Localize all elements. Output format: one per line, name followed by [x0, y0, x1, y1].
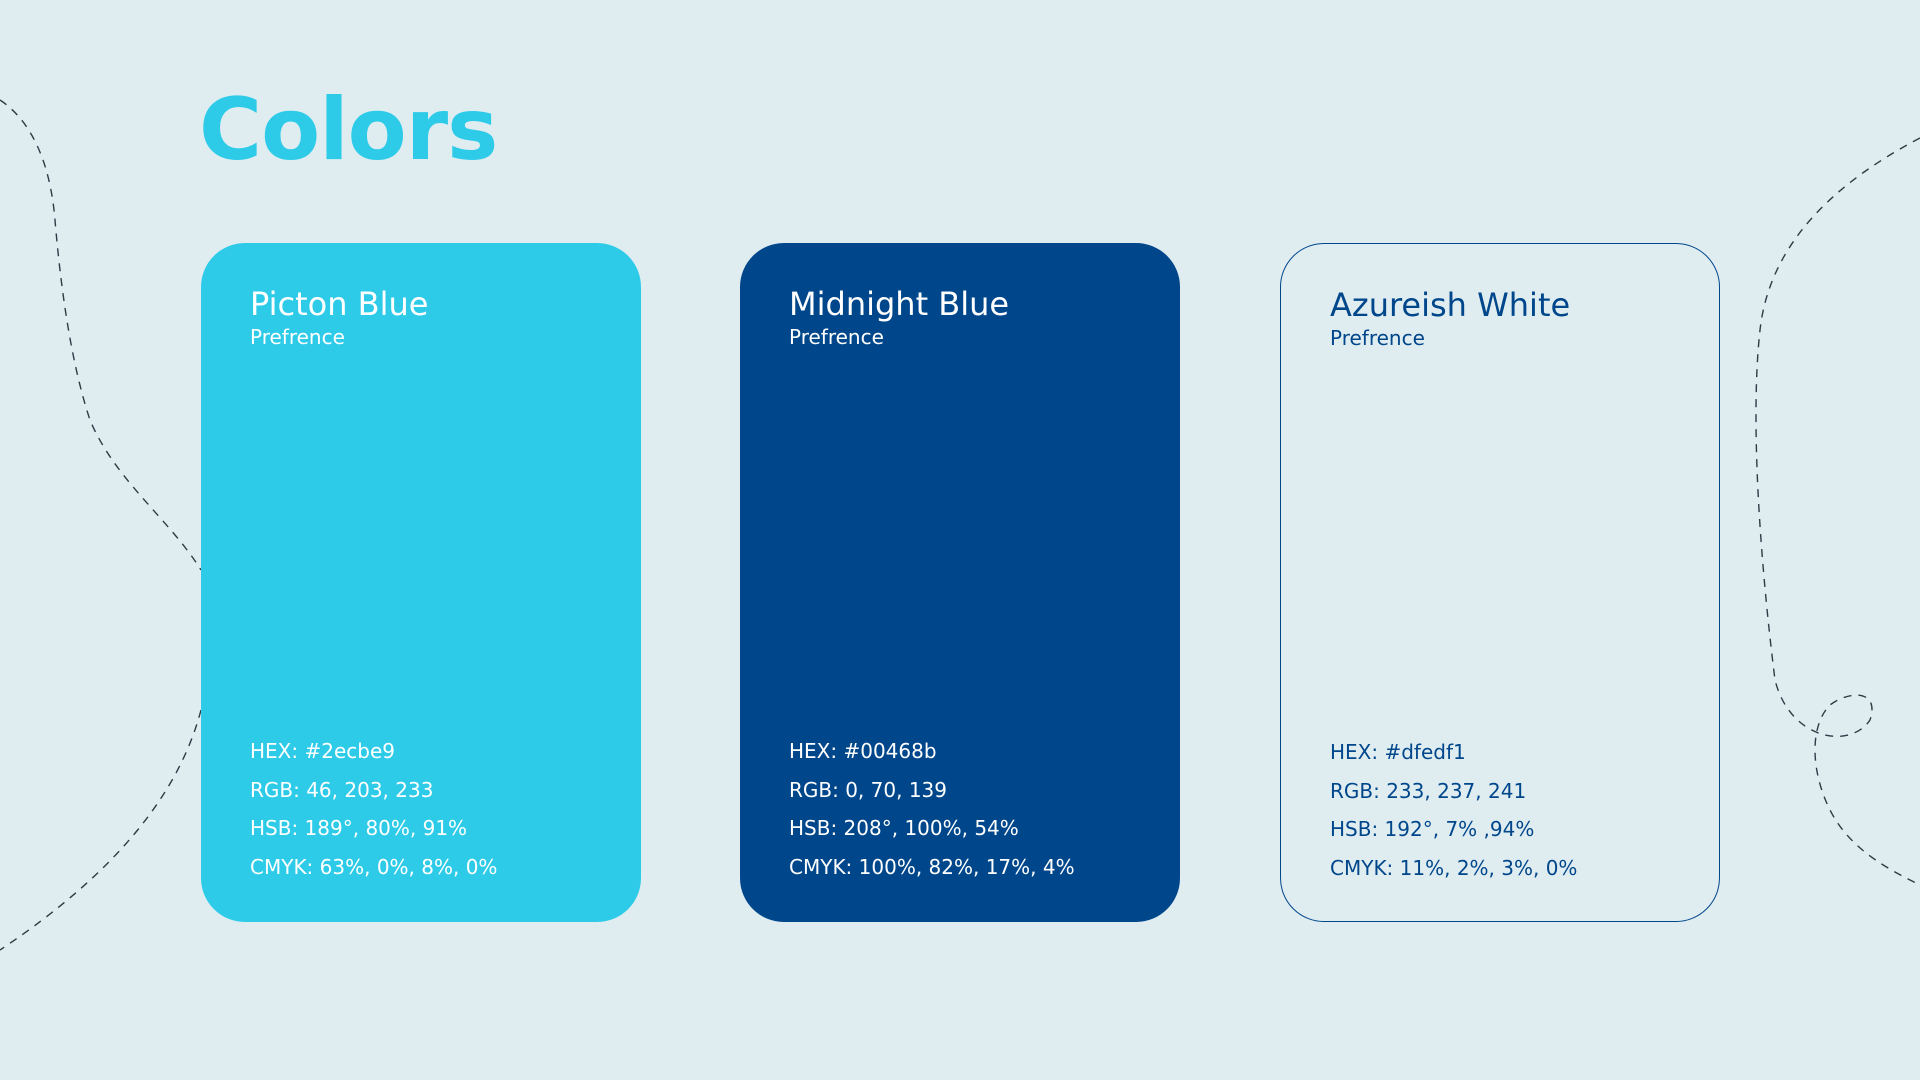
hex-value: HEX: #2ecbe9 — [250, 739, 395, 763]
color-values: HEX: #2ecbe9 RGB: 46, 203, 233 HSB: 189°… — [250, 732, 497, 886]
color-name: Midnight Blue — [789, 285, 1010, 323]
hsb-value: HSB: 208°, 100%, 54% — [789, 816, 1019, 840]
cmyk-value: CMYK: 63%, 0%, 8%, 0% — [250, 854, 498, 879]
color-values: HEX: #00468b RGB: 0, 70, 139 HSB: 208°, … — [789, 732, 1075, 886]
color-name: Azureish White — [1330, 286, 1571, 324]
hsb-value: HSB: 192°, 7% ,94% — [1330, 817, 1535, 841]
cmyk-value: CMYK: 11%, 2%, 3%, 0% — [1330, 855, 1578, 880]
rgb-value: RGB: 46, 203, 233 — [250, 777, 434, 802]
page-title: Colors — [199, 80, 498, 180]
right-dashed-curve — [1755, 137, 1920, 886]
cmyk-value: CMYK: 100%, 82%, 17%, 4% — [789, 854, 1075, 879]
color-subtitle: Prefrence — [250, 325, 345, 349]
rgb-value: RGB: 233, 237, 241 — [1330, 778, 1527, 803]
hex-value: HEX: #00468b — [789, 739, 937, 763]
hsb-value: HSB: 189°, 80%, 91% — [250, 816, 468, 840]
color-values: HEX: #dfedf1 RGB: 233, 237, 241 HSB: 192… — [1330, 733, 1577, 887]
color-subtitle: Prefrence — [1330, 326, 1425, 350]
color-card-azureish-white: Azureish White Prefrence HEX: #dfedf1 RG… — [1280, 243, 1720, 922]
color-card-midnight-blue: Midnight Blue Prefrence HEX: #00468b RGB… — [740, 243, 1180, 922]
left-dashed-curve-bottom — [0, 709, 202, 951]
rgb-value: RGB: 0, 70, 139 — [789, 777, 947, 802]
left-dashed-curve-top — [0, 99, 202, 571]
hex-value: HEX: #dfedf1 — [1330, 740, 1466, 764]
color-card-picton-blue: Picton Blue Prefrence HEX: #2ecbe9 RGB: … — [201, 243, 641, 922]
color-name: Picton Blue — [250, 285, 429, 323]
color-subtitle: Prefrence — [789, 325, 884, 349]
